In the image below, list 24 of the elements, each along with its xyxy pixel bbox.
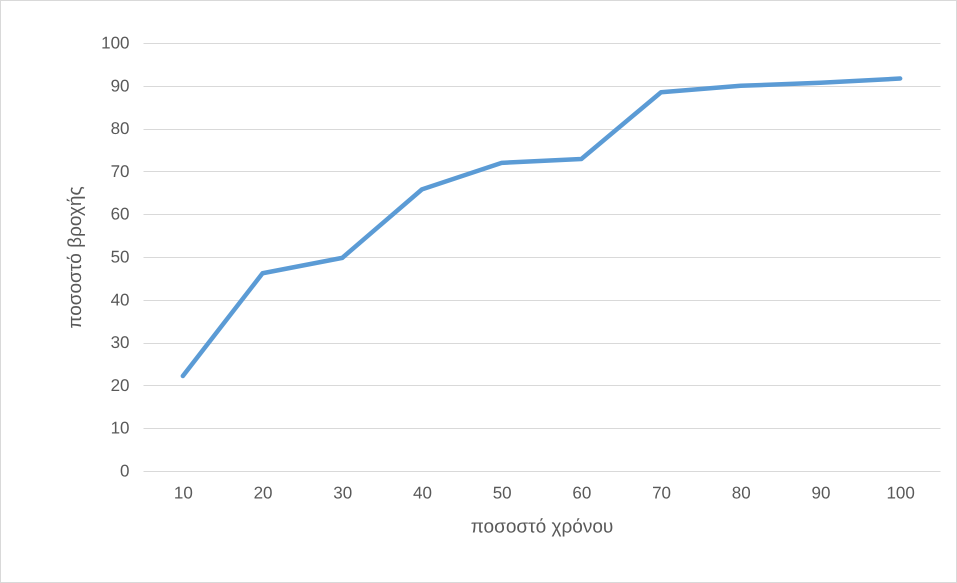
y-tick-label: 70 [110, 162, 130, 181]
y-tick-label: 10 [110, 418, 130, 438]
y-tick-label: 60 [110, 204, 130, 224]
x-tick-label: 100 [886, 484, 915, 502]
x-tick-label: 90 [811, 484, 830, 502]
line-series [180, 76, 902, 378]
x-tick-label: 50 [492, 484, 512, 502]
y-axis-title: ποσοστό βροχής [65, 186, 86, 329]
y-tick-label: 0 [120, 462, 130, 480]
x-tick-label: 70 [652, 484, 672, 502]
x-axis-title: ποσοστό χρόνου [470, 516, 614, 538]
x-tick-label: 30 [333, 484, 352, 502]
y-tick-label: 40 [110, 290, 130, 310]
x-tick-label: 40 [412, 484, 432, 502]
y-tick-label: 100 [101, 34, 130, 52]
y-tick-label: 30 [110, 333, 130, 352]
y-tick-label: 90 [110, 76, 130, 96]
x-tick-label: 80 [732, 484, 751, 502]
x-tick-label: 10 [174, 484, 193, 502]
y-tick-label: 80 [110, 119, 130, 138]
x-tick-label: 20 [254, 484, 273, 502]
x-tick-label: 60 [572, 484, 592, 502]
y-tick-label: 20 [110, 376, 130, 395]
y-tick-label: 50 [110, 248, 130, 266]
